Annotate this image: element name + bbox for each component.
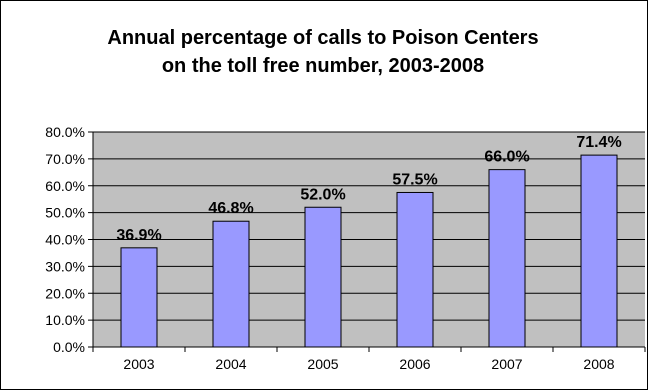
chart-title-line1: Annual percentage of calls to Poison Cen…	[107, 27, 539, 49]
x-tick-label-2005: 2005	[307, 356, 338, 372]
y-tick-label: 50.0%	[45, 205, 85, 221]
x-tick-label-2003: 2003	[123, 356, 154, 372]
y-tick-label: 60.0%	[45, 178, 85, 194]
bar-2003	[120, 247, 158, 348]
data-label-2005: 52.0%	[300, 186, 345, 203]
data-label-2006: 57.5%	[392, 171, 437, 188]
bar-2008	[580, 154, 618, 348]
y-tick-label: 40.0%	[45, 232, 85, 248]
bar-2005	[304, 206, 342, 348]
chart-title: Annual percentage of calls to Poison Cen…	[0, 24, 646, 80]
x-tick-label-2008: 2008	[583, 356, 614, 372]
y-tick-label: 20.0%	[45, 285, 85, 301]
data-label-2007: 66.0%	[484, 149, 529, 166]
x-tick-label-2006: 2006	[399, 356, 430, 372]
x-tick-label-2004: 2004	[215, 356, 246, 372]
data-label-2008: 71.4%	[576, 134, 621, 151]
y-tick-label: 70.0%	[45, 151, 85, 167]
data-label-2003: 36.9%	[116, 227, 161, 244]
y-tick-label: 0.0%	[53, 339, 85, 355]
y-tick-label: 30.0%	[45, 258, 85, 274]
data-label-2004: 46.8%	[208, 200, 253, 217]
x-tick-label-2007: 2007	[491, 356, 522, 372]
bar-2006	[396, 191, 434, 348]
chart-title-line2: on the toll free number, 2003-2008	[161, 55, 485, 77]
y-tick-label: 80.0%	[45, 124, 85, 140]
bar-2007	[488, 169, 526, 348]
bar-2004	[212, 220, 250, 348]
y-tick-label: 10.0%	[45, 312, 85, 328]
